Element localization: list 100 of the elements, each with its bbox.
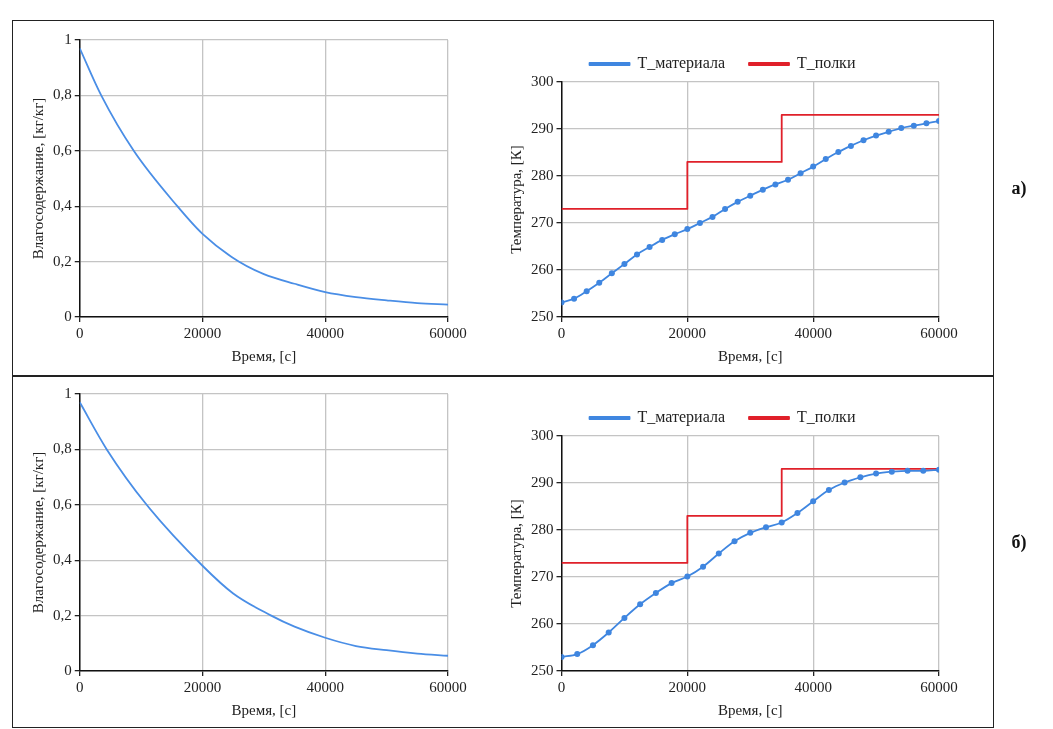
point <box>696 220 703 226</box>
y-axis-title: Влагосодержание, [кг/кг] <box>29 451 46 614</box>
point <box>583 288 590 295</box>
y-tick-label: 0,8 <box>53 440 72 457</box>
point <box>621 260 628 267</box>
y-tick-label: 270 <box>531 567 554 584</box>
y-axis-title: Влагосодержание, [кг/кг] <box>29 97 46 260</box>
point <box>835 149 842 156</box>
point <box>762 524 769 531</box>
point <box>671 231 678 238</box>
y-tick-label: 0,4 <box>53 197 73 214</box>
y-tick-label: 280 <box>531 166 554 183</box>
point <box>637 601 644 608</box>
y-tick-label: 0,6 <box>53 495 73 512</box>
x-tick-label: 20000 <box>183 324 222 341</box>
point <box>810 498 817 505</box>
x-axis-title: Время, [с] <box>717 347 783 364</box>
x-tick-label: 20000 <box>183 678 222 695</box>
point <box>731 538 738 545</box>
point <box>571 295 578 302</box>
point <box>709 213 716 220</box>
x-tick-label: 20000 <box>668 678 707 695</box>
point <box>605 629 612 636</box>
point <box>574 651 581 658</box>
x-tick-label: 20000 <box>668 324 707 341</box>
point <box>810 163 817 170</box>
y-tick-label: 300 <box>531 72 554 89</box>
x-tick-label: 40000 <box>794 678 832 695</box>
y-tick-label: 0 <box>64 307 72 324</box>
x-tick-label: 40000 <box>306 324 344 341</box>
y-tick-label: 0,6 <box>53 141 73 158</box>
x-tick-label: 60000 <box>920 678 958 695</box>
point <box>898 125 905 132</box>
point <box>923 120 930 127</box>
point <box>652 589 659 596</box>
x-tick-label: 0 <box>557 678 566 695</box>
y-tick-label: 250 <box>531 661 554 678</box>
point <box>860 137 867 144</box>
x-tick-label: 60000 <box>429 324 467 341</box>
point <box>722 205 729 212</box>
point <box>794 510 801 517</box>
point <box>684 226 691 233</box>
point <box>634 251 640 258</box>
y-tick-label: 290 <box>531 119 554 136</box>
point <box>910 122 917 129</box>
y-tick-label: 280 <box>531 520 554 537</box>
point <box>684 573 691 580</box>
legend-label: T_материала <box>637 54 726 73</box>
x-axis-title: Время, [с] <box>231 701 297 718</box>
point <box>621 614 628 621</box>
point <box>747 529 754 536</box>
point <box>608 270 615 277</box>
point <box>778 519 785 526</box>
point <box>822 156 829 163</box>
x-tick-label: 0 <box>76 678 84 695</box>
point <box>646 243 653 250</box>
point <box>797 170 804 177</box>
point <box>772 181 779 188</box>
point <box>734 198 741 205</box>
x-tick-label: 40000 <box>794 324 832 341</box>
y-tick-label: 260 <box>531 260 554 277</box>
point <box>596 279 603 286</box>
line-series <box>79 401 448 657</box>
legend-label: T_материала <box>637 408 726 427</box>
point <box>715 550 722 557</box>
point <box>825 487 832 494</box>
y-tick-label: 0,2 <box>53 606 72 623</box>
point <box>668 580 675 587</box>
y-tick-label: 1 <box>64 30 72 47</box>
y-axis-title: Температура, [К] <box>507 499 524 608</box>
text: б) <box>1011 532 1027 554</box>
x-tick-label: 40000 <box>306 678 344 695</box>
y-tick-label: 260 <box>531 614 554 631</box>
y-axis-title: Температура, [К] <box>507 145 524 254</box>
point <box>700 563 707 570</box>
legend-label: T_полки <box>797 408 856 426</box>
x-tick-label: 60000 <box>429 678 467 695</box>
x-tick-label: 0 <box>76 324 84 341</box>
point <box>873 470 880 477</box>
y-tick-label: 0,4 <box>53 551 73 568</box>
y-tick-label: 0 <box>64 661 72 678</box>
x-axis-title: Время, [с] <box>717 701 783 718</box>
point <box>920 467 927 474</box>
x-axis-title: Время, [с] <box>231 347 297 364</box>
line-series <box>561 118 939 306</box>
y-tick-label: 270 <box>531 213 554 230</box>
point <box>785 176 791 183</box>
point <box>759 186 766 193</box>
point <box>888 468 895 475</box>
text: а) <box>1011 178 1027 200</box>
y-tick-label: 290 <box>531 473 554 490</box>
legend-label: T_полки <box>797 54 856 72</box>
x-tick-label: 60000 <box>920 324 958 341</box>
y-tick-label: 300 <box>531 426 554 443</box>
y-tick-label: 250 <box>531 307 554 324</box>
x-tick-label: 0 <box>557 324 566 341</box>
point <box>885 128 892 135</box>
y-tick-label: 0,8 <box>53 86 72 103</box>
point <box>841 479 848 486</box>
point <box>904 467 911 474</box>
